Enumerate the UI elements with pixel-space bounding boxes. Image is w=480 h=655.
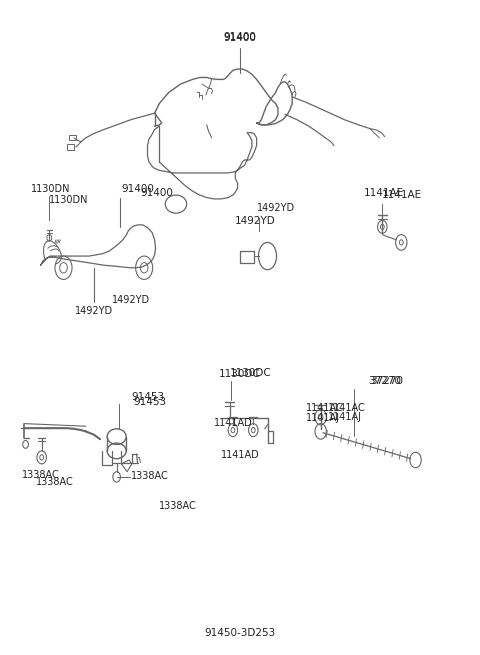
- Text: 1492YD: 1492YD: [235, 216, 276, 226]
- Text: 1141AJ: 1141AJ: [306, 413, 340, 423]
- Text: 1130DN: 1130DN: [31, 183, 71, 194]
- Text: 91400: 91400: [224, 33, 256, 43]
- Text: 1338AC: 1338AC: [22, 470, 60, 480]
- Text: 1141AE: 1141AE: [363, 187, 404, 198]
- Text: 91400: 91400: [121, 183, 154, 194]
- Text: 1141AD: 1141AD: [214, 418, 252, 428]
- Text: 91453: 91453: [131, 392, 164, 402]
- Text: 1130DC: 1130DC: [229, 368, 271, 378]
- Text: 1141AC: 1141AC: [306, 403, 344, 413]
- Text: 91450-3D253: 91450-3D253: [204, 628, 276, 638]
- Text: 91400: 91400: [140, 187, 173, 198]
- Text: 1130DN: 1130DN: [49, 195, 89, 206]
- Text: 37270: 37270: [371, 376, 404, 386]
- Text: 1492YD: 1492YD: [112, 295, 150, 305]
- Text: 1130DC: 1130DC: [219, 369, 260, 379]
- Text: 91453: 91453: [133, 397, 167, 407]
- Text: 1492YD: 1492YD: [75, 306, 113, 316]
- Text: 1338AC: 1338AC: [131, 470, 168, 481]
- Text: 1141AD: 1141AD: [221, 449, 260, 460]
- Text: 1338AC: 1338AC: [159, 500, 197, 511]
- Text: 1492YD: 1492YD: [257, 203, 295, 213]
- Text: 37270: 37270: [368, 376, 401, 386]
- Text: 1141AE: 1141AE: [382, 189, 421, 200]
- Text: 1141AJ: 1141AJ: [328, 412, 362, 422]
- Text: 91400: 91400: [224, 31, 256, 42]
- Text: 1141AC: 1141AC: [328, 403, 366, 413]
- Text: 1338AC: 1338AC: [36, 477, 74, 487]
